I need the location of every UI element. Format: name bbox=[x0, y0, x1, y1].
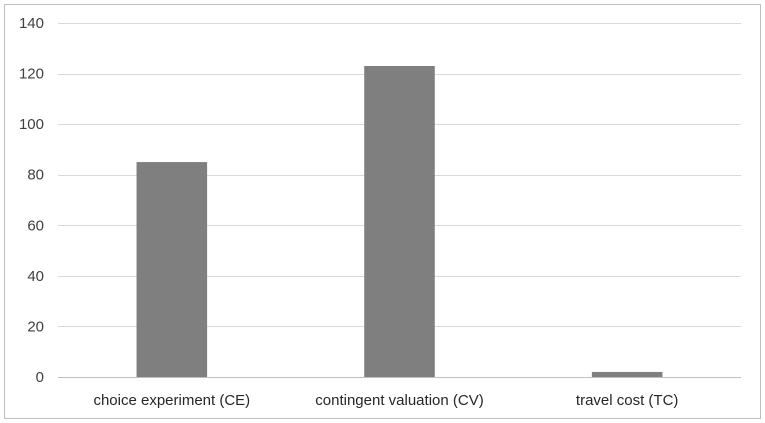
x-category-label: contingent valuation (CV) bbox=[315, 392, 483, 409]
y-tick-label: 60 bbox=[27, 217, 44, 234]
bar-0 bbox=[136, 162, 208, 377]
bar-2 bbox=[591, 371, 663, 377]
bar-1 bbox=[364, 65, 435, 377]
x-category-label: choice experiment (CE) bbox=[93, 392, 250, 409]
y-tick-label: 120 bbox=[19, 66, 44, 83]
y-tick-label: 140 bbox=[19, 15, 44, 32]
bars bbox=[136, 65, 663, 377]
y-tick-label: 80 bbox=[27, 167, 44, 184]
y-axis-tick-labels: 0 20 40 60 80 100 120 140 bbox=[19, 15, 44, 386]
y-tick-label: 100 bbox=[19, 116, 44, 133]
y-tick-label: 0 bbox=[36, 369, 44, 386]
y-tick-label: 40 bbox=[27, 268, 44, 285]
y-tick-label: 20 bbox=[27, 318, 44, 335]
x-axis-category-labels: choice experiment (CE) contingent valuati… bbox=[93, 392, 678, 409]
x-category-label: travel cost (TC) bbox=[576, 392, 679, 409]
